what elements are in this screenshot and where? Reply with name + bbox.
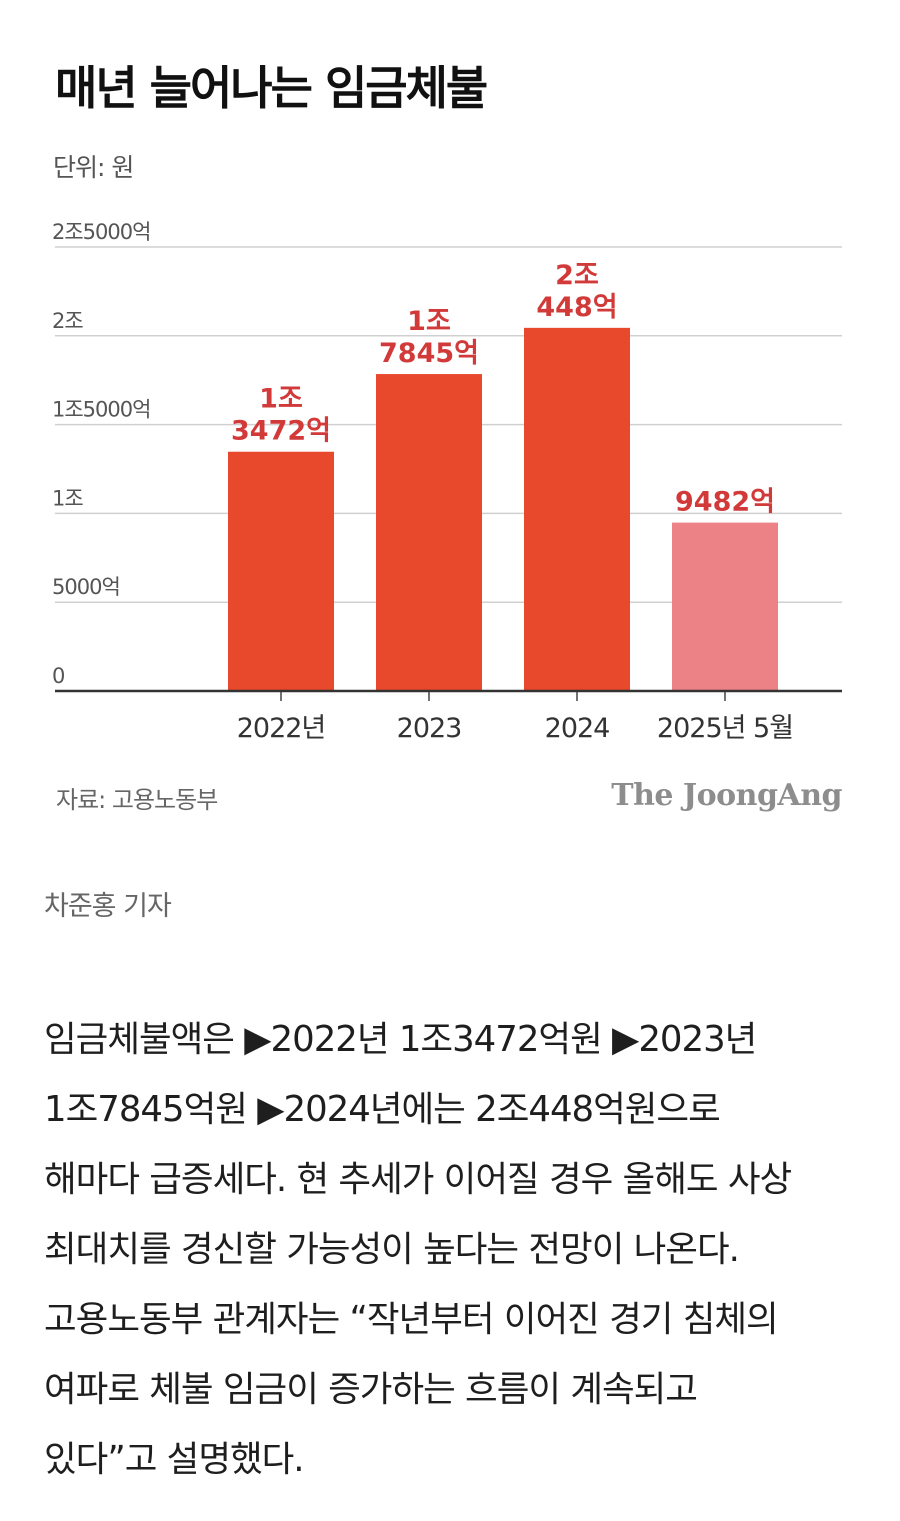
byline: 차준홍 기자 <box>44 891 172 922</box>
x-tick-label: 2024 <box>545 713 610 744</box>
y-tick-label: 2조 <box>52 309 83 333</box>
data-label: 3472억 <box>231 416 331 447</box>
article-line: 있다”고 설명했다. <box>44 1439 305 1480</box>
y-tick-label: 0 <box>52 664 64 688</box>
data-label: 448억 <box>536 292 617 323</box>
bar <box>376 374 482 691</box>
y-tick-label: 5000억 <box>52 575 120 599</box>
article-line: 해마다 급증세다. 현 추세가 이어질 경우 올해도 사상 <box>44 1159 792 1200</box>
chart-title: 매년 늘어나는 임금체불 <box>55 61 488 115</box>
y-tick-label: 2조5000억 <box>52 220 150 244</box>
unit-label: 단위: 원 <box>53 153 134 182</box>
article-line: 최대치를 경신할 가능성이 높다는 전망이 나온다. <box>44 1229 740 1270</box>
data-label: 7845억 <box>379 338 479 369</box>
data-label: 1조 <box>259 384 303 415</box>
brand-logo: The JoongAng <box>611 778 842 813</box>
x-tick-label: 2025년 5월 <box>657 713 793 744</box>
y-tick-label: 1조5000억 <box>52 398 150 422</box>
x-tick-label: 2023 <box>397 713 462 744</box>
data-label: 9482억 <box>675 487 775 518</box>
y-tick-label: 1조 <box>52 486 83 510</box>
bar <box>524 327 630 691</box>
bar <box>672 522 778 691</box>
source-note: 자료: 고용노동부 <box>56 786 218 814</box>
article-body: 임금체불액은 ▶2022년 1조3472억원 ▶2023년 1조7845억원 ▶… <box>44 1005 864 1495</box>
x-tick-label: 2022년 <box>237 713 326 744</box>
data-label: 1조 <box>407 306 451 337</box>
data-label: 2조 <box>555 260 599 291</box>
article-line: 임금체불액은 ▶2022년 1조3472억원 ▶2023년 <box>44 1019 757 1060</box>
article-line: 고용노동부 관계자는 “작년부터 이어진 경기 침체의 <box>44 1299 779 1340</box>
bar-chart: 05000억1조1조5000억2조2조5000억1조3472억2022년1조78… <box>52 220 842 744</box>
article-line: 1조7845억원 ▶2024년에는 2조448억원으로 <box>44 1089 721 1130</box>
bar <box>228 451 334 691</box>
article-line: 여파로 체불 임금이 증가하는 흐름이 계속되고 <box>44 1369 698 1410</box>
